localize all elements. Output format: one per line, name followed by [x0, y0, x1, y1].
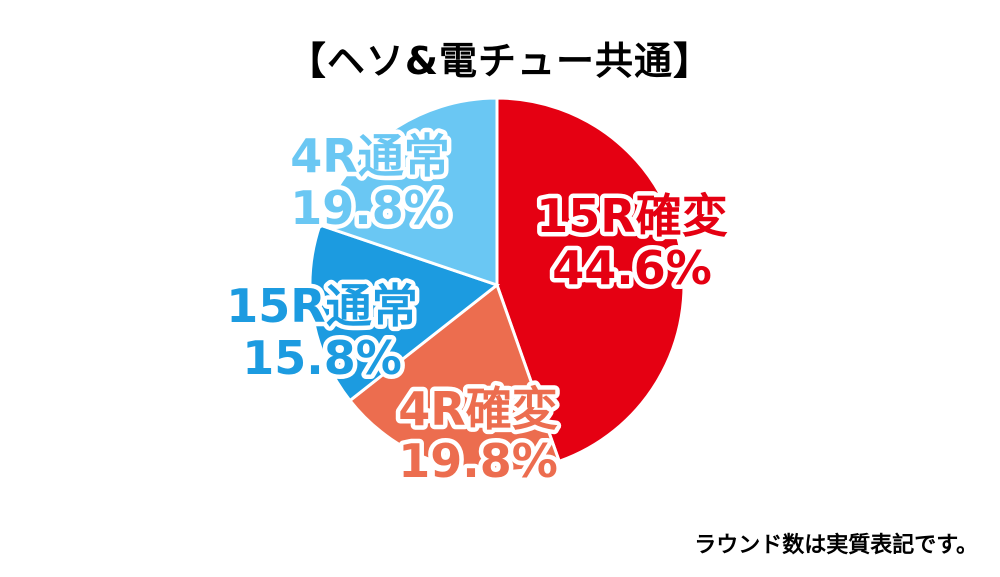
slice-name-label: 15R確変: [536, 189, 727, 243]
chart-title: 【ヘソ&電チュー共通】: [287, 39, 713, 83]
slice-value-label: 19.8%: [398, 434, 558, 488]
slice-name-label: 15R通常: [226, 279, 417, 333]
pie-slice-2: [347, 282, 562, 474]
pie-slice-3: [308, 223, 501, 403]
footnote: ラウンド数は実質表記です。: [694, 533, 978, 558]
slice-name-label: 4R通常: [290, 129, 449, 183]
slice-name-label: 4R確変: [398, 382, 557, 436]
pie-slice-4: [317, 96, 499, 288]
slice-value-label: 15.8%: [242, 331, 402, 385]
slice-value-label: 19.8%: [290, 181, 450, 235]
pie-slice-1: [495, 96, 686, 464]
slice-value-label: 44.6%: [552, 241, 712, 295]
